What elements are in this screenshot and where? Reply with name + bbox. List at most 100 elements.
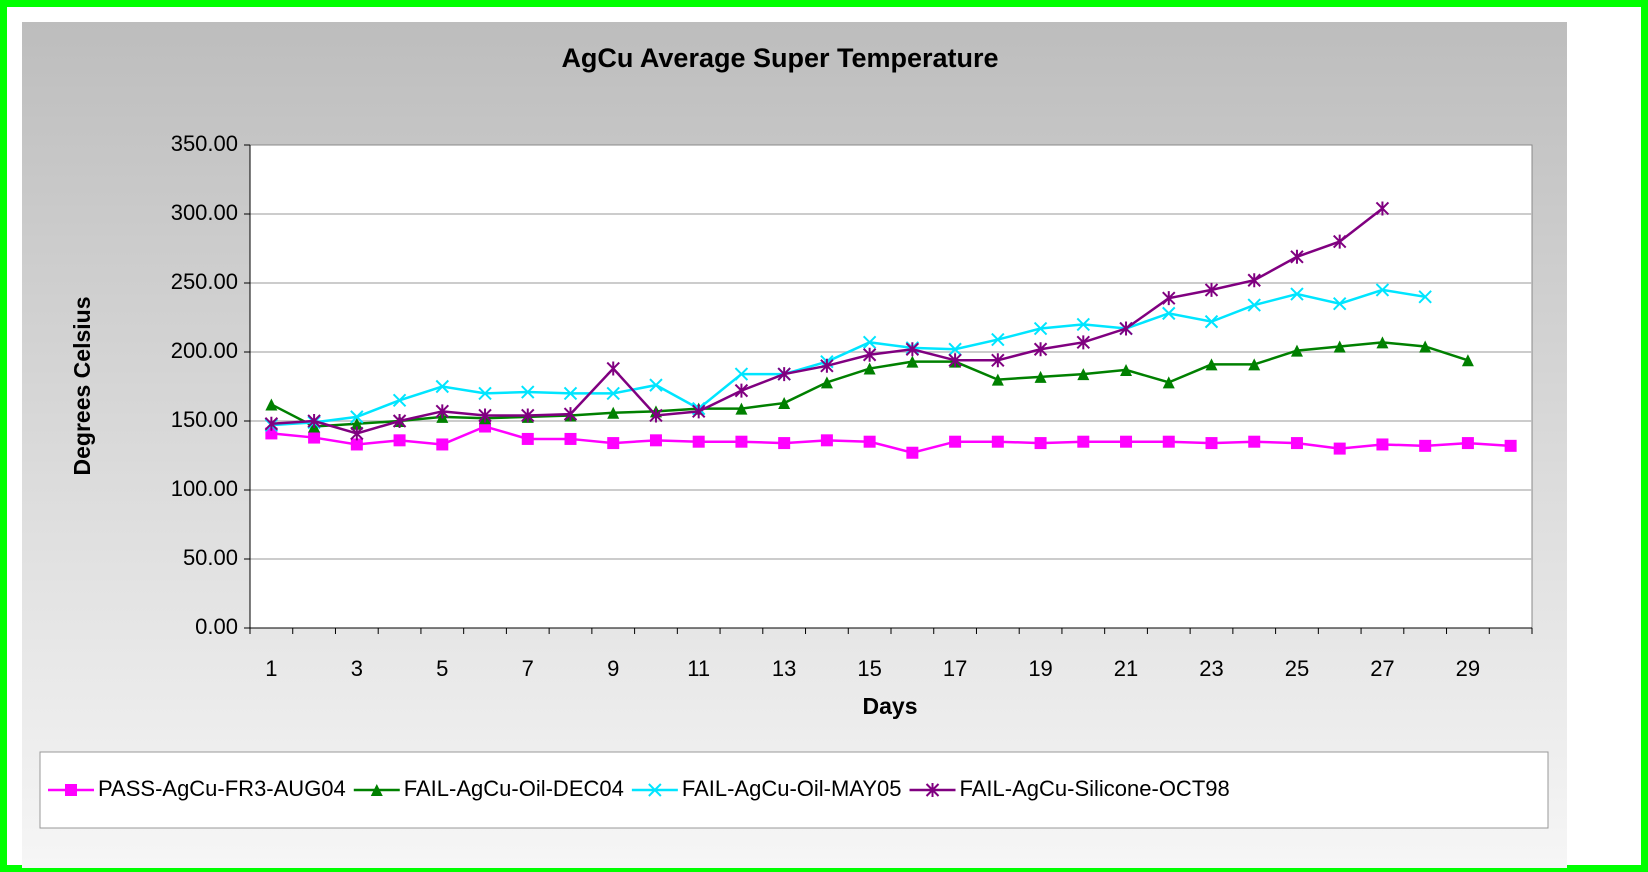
marker [1162,376,1175,389]
x-tick-label: 5 [436,656,448,681]
marker [308,431,321,444]
marker [649,408,663,423]
y-tick-label: 350.00 [171,131,238,156]
marker [905,342,920,357]
marker [1375,283,1390,297]
marker [1290,437,1303,450]
marker [778,397,791,410]
marker [1077,435,1090,448]
y-tick-label: 200.00 [171,338,238,363]
marker [1247,273,1261,288]
marker [1504,439,1517,452]
marker [777,367,791,382]
x-tick-label: 3 [351,656,363,681]
marker [735,402,748,415]
marker [1419,340,1432,353]
marker [435,379,450,394]
marker [648,783,662,797]
marker [1120,363,1133,376]
marker [1076,335,1091,350]
marker [1077,368,1090,381]
marker [820,376,833,389]
x-tick-label: 11 [687,656,710,681]
marker [1461,354,1474,367]
legend-label: PASS-AgCu-FR3-AUG04 [98,776,346,801]
marker [1290,344,1303,357]
y-tick-label: 50.00 [183,545,238,570]
y-tick-label: 300.00 [171,200,238,225]
marker [1247,298,1261,312]
y-tick-label: 150.00 [171,407,238,432]
marker [1162,306,1176,321]
marker [436,438,449,451]
marker [1033,321,1048,336]
marker [521,408,535,423]
marker [1076,317,1091,332]
marker [521,432,534,445]
marker [1205,437,1218,450]
x-tick-label: 21 [1114,656,1138,681]
marker [1248,435,1261,448]
marker [607,437,620,450]
marker [1461,437,1474,450]
marker [478,408,492,423]
marker [991,373,1004,386]
marker [1205,358,1218,371]
marker [1332,234,1347,249]
series-line [271,288,1426,427]
marker [1376,438,1389,451]
chart-title: AgCu Average Super Temperature [561,43,998,73]
x-tick-label: 19 [1028,656,1052,681]
marker [265,398,278,411]
marker [1418,290,1432,304]
x-tick-label: 25 [1285,656,1309,681]
marker [820,434,833,447]
marker [1375,201,1390,216]
marker [435,404,450,419]
marker [370,784,383,796]
marker [734,367,749,381]
plot-layer: 0.00 50.00 100.00 150.00 200.00 250.00 300.00 3… [48,131,1533,801]
marker [392,414,407,428]
marker [1376,336,1389,349]
marker [1162,435,1175,448]
x-tick-label: 15 [857,656,881,681]
marker [734,383,749,398]
marker [393,434,406,447]
x-tick-label: 17 [943,656,967,681]
y-axis-label: Degrees Celsius [69,297,95,476]
marker [350,426,364,441]
x-tick-label: 23 [1199,656,1223,681]
marker [649,378,663,392]
marker [607,406,620,419]
marker [991,435,1004,448]
marker [906,355,919,368]
marker [948,353,962,368]
legend-box [39,751,1549,829]
marker [1034,370,1047,383]
x-tick-label: 1 [265,656,277,681]
legend-label: FAIL-AgCu-Oil-DEC04 [404,776,624,801]
marker [264,416,279,431]
plot-area [249,144,1533,629]
marker [925,783,940,797]
x-tick-label: 7 [522,656,534,681]
marker [1290,287,1304,301]
marker [862,347,877,362]
marker [1333,340,1346,353]
marker [1120,435,1133,448]
marker [606,361,620,376]
marker [649,434,662,447]
marker [564,432,577,445]
y-tick-label: 100.00 [171,476,238,501]
marker [606,386,620,401]
marker [1119,321,1133,336]
marker [563,407,578,422]
marker [1419,439,1432,452]
marker [350,438,363,451]
marker [991,332,1005,347]
x-tick-label: 29 [1456,656,1480,681]
marker [1162,291,1176,306]
